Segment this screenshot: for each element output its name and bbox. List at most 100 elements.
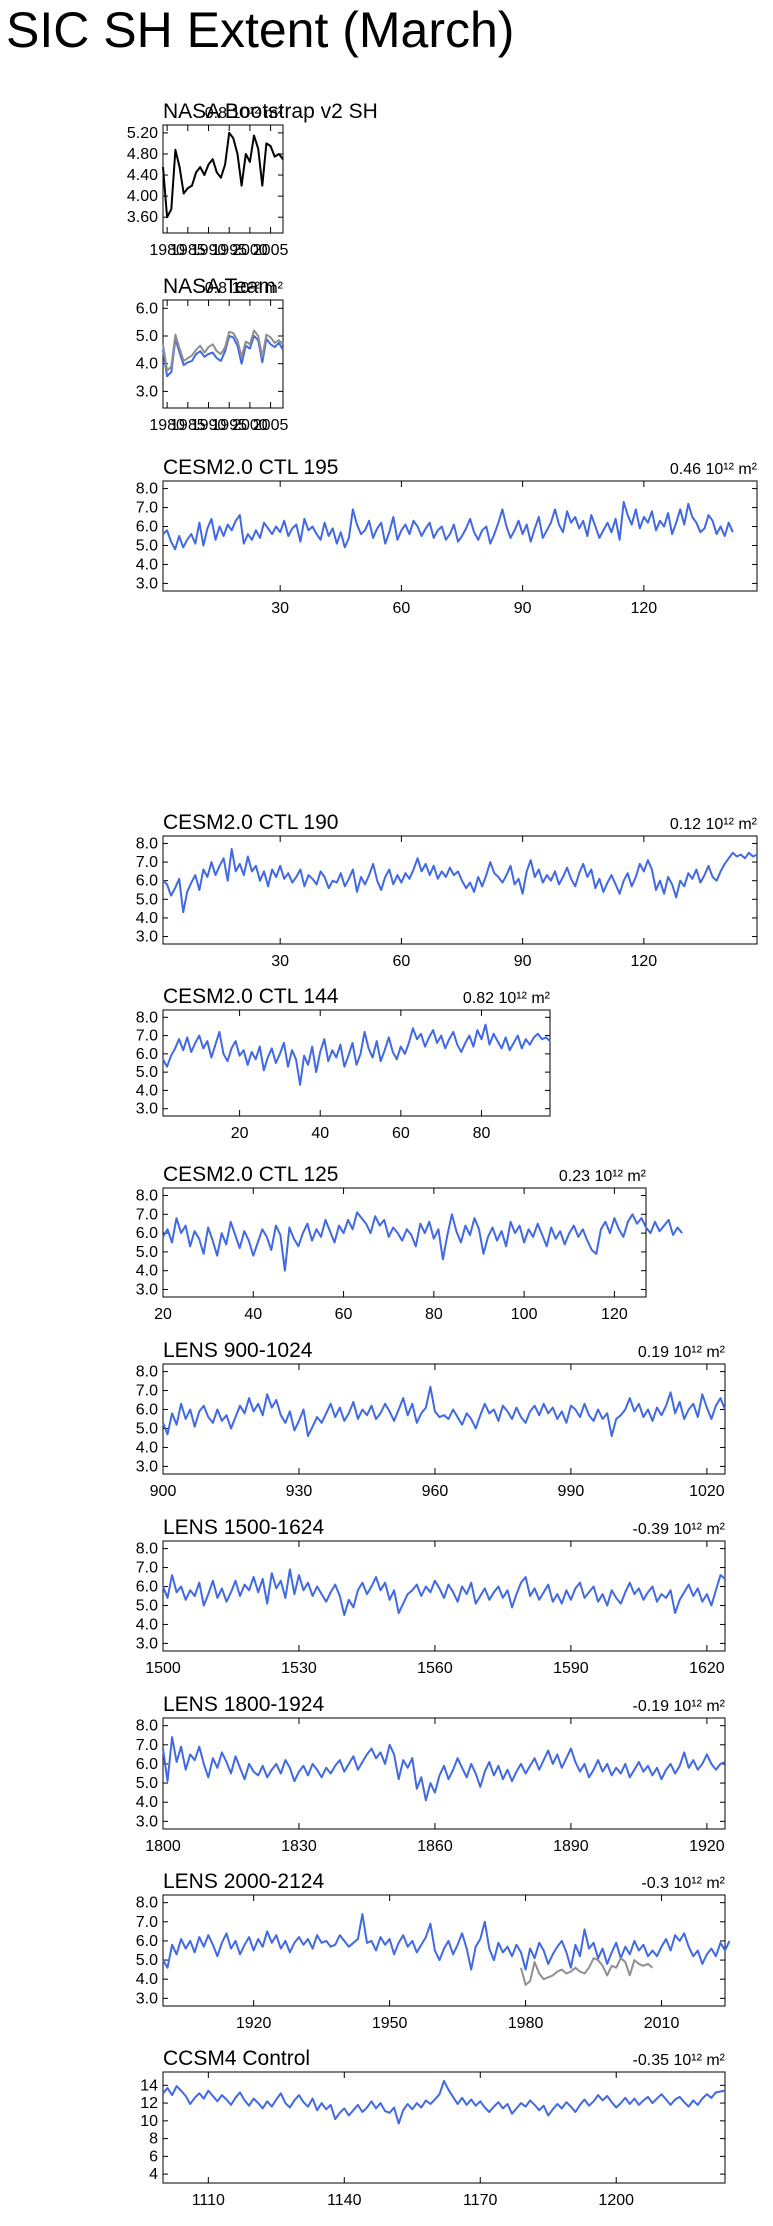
y-tick-label: 3.60 xyxy=(127,209,158,226)
chart-title: CCSM4 Control xyxy=(163,2047,310,2070)
series-line xyxy=(162,1023,551,1086)
x-tick-label: 30 xyxy=(271,953,289,970)
x-tick-label: 1500 xyxy=(145,1660,181,1677)
x-tick-label: 20 xyxy=(154,1306,172,1323)
x-tick-label: 2005 xyxy=(253,417,289,434)
page-title: SIC SH Extent (March) xyxy=(6,2,515,58)
y-tick-label: 14 xyxy=(140,2077,158,2094)
chart-annotation: -0.35 10¹² m² xyxy=(633,2052,726,2069)
chart-title: LENS 2000-2124 xyxy=(163,1870,324,1893)
x-tick-label: 60 xyxy=(393,953,411,970)
x-tick-label: 1890 xyxy=(553,1838,589,1855)
chart-panel: 3.0 4.0 5.06.0 7.0 8.0 900 930 960 990 1020 LENS 9… xyxy=(136,1339,726,1500)
chart-annotation: -0.39 10¹² m² xyxy=(633,1521,726,1538)
chart-annotation: 0.8 10¹² m² xyxy=(205,280,284,297)
y-tick-label: 8.0 xyxy=(136,1364,158,1381)
y-tick-label: 6.0 xyxy=(136,1402,158,1419)
y-tick-label: 8.0 xyxy=(136,1188,158,1205)
series-line xyxy=(162,1913,731,1971)
y-tick-label: 7.0 xyxy=(136,1560,158,1577)
series-line xyxy=(162,500,734,551)
chart-title: CESM2.0 CTL 144 xyxy=(163,985,339,1008)
x-tick-label: 1620 xyxy=(689,1660,725,1677)
x-tick-label: 80 xyxy=(473,1125,491,1142)
y-tick-label: 4.0 xyxy=(136,556,158,573)
plot-frame xyxy=(162,1540,726,1652)
y-tick-label: 8.0 xyxy=(136,1541,158,1558)
chart-annotation: 0.23 10¹² m² xyxy=(559,1168,647,1185)
y-tick-label: 7.0 xyxy=(136,1383,158,1400)
y-tick-label: 6.0 xyxy=(136,1225,158,1242)
y-tick-label: 5.0 xyxy=(136,891,158,908)
y-tick-label: 5.0 xyxy=(136,1775,158,1792)
y-tick-label: 3.0 xyxy=(136,1101,158,1118)
x-tick-label: 1985 xyxy=(170,242,206,259)
y-tick-label: 4.0 xyxy=(136,356,158,373)
y-tick-label: 5.0 xyxy=(136,1420,158,1437)
x-tick-label: 1590 xyxy=(553,1660,589,1677)
x-tick-label: 1920 xyxy=(236,2015,272,2032)
series-line xyxy=(162,2079,726,2125)
series-line xyxy=(162,131,284,219)
y-tick-label: 6.0 xyxy=(136,300,158,317)
plot-frame xyxy=(162,1717,726,1830)
y-tick-label: 8 xyxy=(149,2131,158,2148)
x-tick-label: 1995 xyxy=(211,417,247,434)
chart-title: NASA Bootstrap v2 SH xyxy=(163,100,378,123)
y-tick-label: 3.0 xyxy=(136,1458,158,1475)
chart-panel: 3.04.0 5.0 6.0 7.08.0 20 40 60 80 100 120 CESM2.0 … xyxy=(136,1163,683,1323)
x-tick-label: 2000 xyxy=(232,417,268,434)
y-tick-label: 6.0 xyxy=(136,1756,158,1773)
x-tick-label: 90 xyxy=(514,953,532,970)
series-line xyxy=(162,1385,726,1438)
chart-panel: 3.0 4.0 5.0 6.0 7.0 8.0 1920 1950 1980 2010 LENS 2… xyxy=(136,1870,731,2032)
y-tick-label: 4.0 xyxy=(136,1263,158,1280)
y-tick-label: 3.0 xyxy=(136,575,158,592)
x-tick-label: 80 xyxy=(425,1306,443,1323)
x-tick-label: 1110 xyxy=(192,2192,225,2209)
y-tick-label: 10 xyxy=(140,2113,158,2130)
y-tick-label: 5.0 xyxy=(136,537,158,554)
y-tick-label: 4.80 xyxy=(127,146,158,163)
chart-panel: 3.0 4.0 5.06.0 7.0 8.0 1500 1530 1560 1590 1620 LE… xyxy=(136,1516,726,1677)
x-tick-label: 1985 xyxy=(170,417,206,434)
y-tick-label: 5.0 xyxy=(136,328,158,345)
plot-frame xyxy=(162,1009,551,1117)
y-tick-label: 4.0 xyxy=(136,1082,158,1099)
y-tick-label: 4.0 xyxy=(136,1971,158,1988)
chart-panel: 3.0 4.0 5.06.0 7.0 8.0 30 60 90 120 CESM2.0 CTL 1… xyxy=(136,811,758,970)
x-tick-label: 1980 xyxy=(149,417,185,434)
y-tick-label: 12 xyxy=(140,2095,158,2112)
chart-annotation: -0.3 10¹² m² xyxy=(641,1875,725,1892)
y-tick-label: 3.0 xyxy=(136,929,158,946)
chart-title: CESM2.0 CTL 125 xyxy=(163,1163,338,1186)
chart-annotation: -0.19 10¹² m² xyxy=(633,1698,726,1715)
x-tick-label: 90 xyxy=(514,600,532,617)
x-tick-label: 60 xyxy=(392,1125,410,1142)
x-tick-label: 2010 xyxy=(644,2015,680,2032)
chart-annotation: 0.19 10¹² m² xyxy=(638,1344,726,1361)
x-tick-label: 1860 xyxy=(417,1838,453,1855)
x-tick-label: 1020 xyxy=(689,1483,725,1500)
chart-title: LENS 900-1024 xyxy=(163,1339,313,1362)
x-tick-label: 1920 xyxy=(689,1838,725,1855)
plot-frame xyxy=(162,480,758,592)
x-tick-label: 100 xyxy=(511,1306,538,1323)
y-tick-label: 6.0 xyxy=(136,519,158,536)
x-tick-label: 1800 xyxy=(145,1838,181,1855)
y-tick-label: 6.0 xyxy=(136,1579,158,1596)
y-tick-label: 4.0 xyxy=(136,1794,158,1811)
y-tick-label: 8.0 xyxy=(136,481,158,498)
x-tick-label: 20 xyxy=(231,1125,249,1142)
plot-frame xyxy=(162,1363,726,1475)
y-tick-label: 6.0 xyxy=(136,1933,158,1950)
chart-panel: 3.60 4.00 4.40 4.80 5.20 19801985199019952000… xyxy=(127,100,378,259)
y-tick-label: 5.0 xyxy=(136,1597,158,1614)
series-line xyxy=(162,1736,726,1802)
chart-panel: 3.0 4.05.06.07.0 8.0 20 40 60 80 CESM2.0 CTL 14… xyxy=(136,985,551,1142)
y-tick-label: 5.0 xyxy=(136,1952,158,1969)
y-tick-label: 4.0 xyxy=(136,1439,158,1456)
x-tick-label: 1990 xyxy=(191,242,227,259)
y-tick-label: 3.0 xyxy=(136,383,158,400)
x-tick-label: 1950 xyxy=(372,2015,408,2032)
